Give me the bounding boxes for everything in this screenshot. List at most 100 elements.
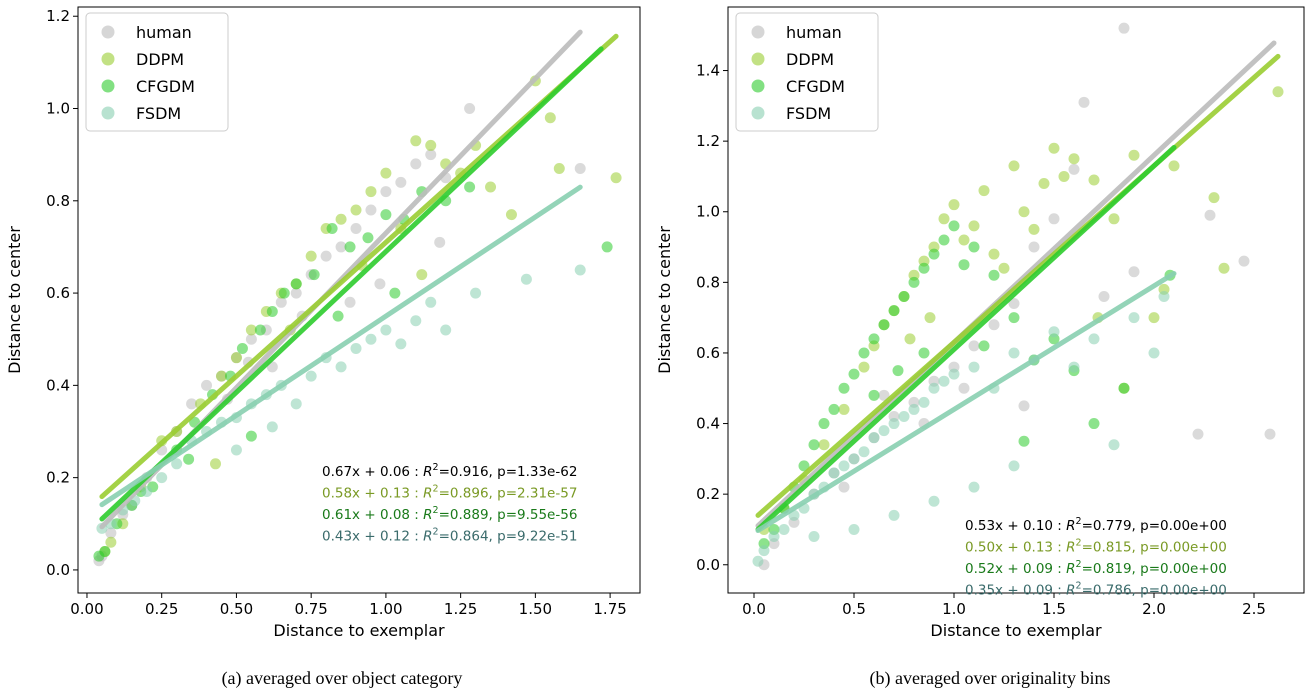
scatter-point [958,259,970,271]
scatter-point [553,162,565,174]
scatter-point [904,333,916,345]
scatter-point [410,315,422,327]
scatter-point [918,396,930,408]
fit-line-ddpm [755,53,1281,518]
scatter-point [350,222,362,234]
scatter-point [215,370,227,382]
scatter-point [838,382,850,394]
fit-line-cfgdm [755,144,1177,532]
x-axis-label: Distance to exemplar [273,621,445,640]
legend-marker [751,25,765,39]
scatter-point [968,481,980,493]
scatter-point [968,220,980,232]
scatter-point [888,418,900,430]
legend-label: CFGDM [786,77,845,96]
scatter-point [425,139,437,151]
scatter-point [778,523,790,535]
scatter-point [978,340,990,352]
scatter-point [520,273,532,285]
scatter-point [798,460,810,472]
scatter-point [1088,333,1100,345]
scatter-point [278,287,290,299]
scatter-point [344,296,356,308]
scatter-point [245,324,257,336]
scatter-point [828,403,840,415]
scatter-point [808,531,820,543]
fit-annotation: 0.67x + 0.06 : R2=0.916, p=1.33e-62 [322,462,577,480]
scatter-point [878,425,890,437]
scatter-point [434,236,446,248]
fit-annotation: 0.35x + 0.09 : R2=0.786, p=0.00e+00 [965,581,1227,599]
scatter-point [878,319,890,331]
scatter-point [335,361,347,373]
scatter-point [1272,86,1284,98]
scatter-point [275,296,287,308]
scatter-point [610,172,622,184]
legend-marker [751,79,765,93]
scatter-point [888,509,900,521]
scatter-point [1148,312,1160,324]
scatter-point [928,495,940,507]
fit-line-fsdm [99,184,583,508]
scatter-point [1128,312,1140,324]
scatter-point [1118,22,1130,34]
scatter-point [1048,213,1060,225]
scatter-point [848,453,860,465]
x-tick-label: 2.0 [1142,600,1166,618]
scatter-point [305,250,317,262]
series-cfgdm-points [93,181,613,562]
scatter-point [395,338,407,350]
scatter-point [938,234,950,246]
y-tick-label: 1.2 [696,132,720,150]
scatter-point [1018,435,1030,447]
scatter-point [958,234,970,246]
scatter-point [156,472,168,484]
legend-label: DDPM [786,50,834,69]
scatter-point [968,241,980,253]
scatter-point [99,545,111,557]
fit-annotation: 0.50x + 0.13 : R2=0.815, p=0.00e+00 [965,538,1227,556]
scatter-point [350,204,362,216]
scatter-point [858,361,870,373]
scatter-point [1068,163,1080,175]
y-tick-label: 0.8 [696,273,720,291]
scatter-point [1088,418,1100,430]
scatter-point [236,342,248,354]
scatter-point [868,333,880,345]
y-tick-label: 1.4 [696,62,720,80]
scatter-point [868,432,880,444]
scatter-point [362,232,374,244]
scatter-point [1108,439,1120,451]
scatter-point [290,278,302,290]
scatter-point [1028,223,1040,235]
scatter-point [266,421,278,433]
scatter-point [898,410,910,422]
legend-label: DDPM [136,50,184,69]
scatter-point [365,204,377,216]
scatter-point [210,458,222,470]
x-tick-label: 0.5 [842,600,866,618]
y-tick-label: 1.0 [696,203,720,221]
scatter-point [344,241,356,253]
scatter-point [1204,209,1216,221]
scatter-point [948,368,960,380]
y-tick-label: 0.2 [46,469,70,487]
scatter-point [808,439,820,451]
scatter-point [1018,400,1030,412]
fit-annotation: 0.43x + 0.12 : R2=0.864, p=9.22e-51 [322,527,577,545]
scatter-point [410,158,422,170]
scatter-point [505,209,517,221]
scatter-point [464,103,476,115]
scatter-point [1068,361,1080,373]
caption-b: (b) averaged over originality bins [870,668,1111,689]
legend-marker [751,106,765,120]
fit-annotation: 0.61x + 0.08 : R2=0.889, p=9.55e-56 [322,505,577,523]
scatter-point [416,269,428,281]
scatter-point [892,365,904,377]
scatter-point [988,248,1000,260]
scatter-point [332,310,344,322]
scatter-point [858,446,870,458]
scatter-point [574,162,586,174]
scatter-point [818,439,830,451]
scatter-point [908,403,920,415]
